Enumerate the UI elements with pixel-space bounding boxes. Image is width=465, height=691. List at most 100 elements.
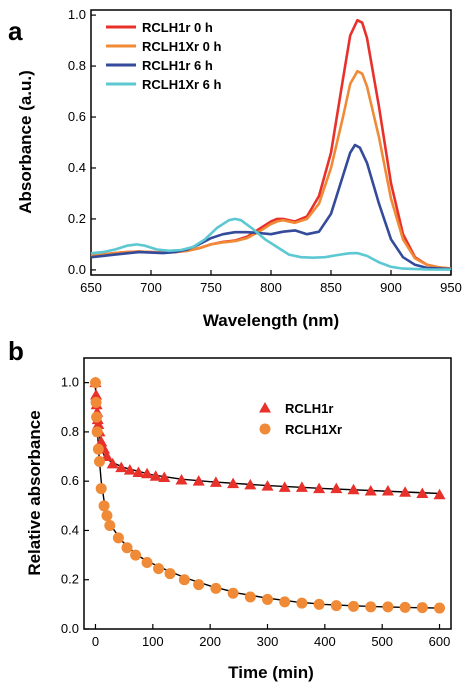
x-tick-label: 900: [380, 280, 402, 295]
rclh1r-point: [106, 457, 119, 469]
rclh1xr-point: [434, 602, 446, 614]
panel-a-y-ticks: 0.0 0.2 0.4 0.6 0.8 1.0: [68, 7, 96, 277]
y-tick-label: 0.0: [61, 621, 79, 636]
y-tick-label: 0.4: [61, 522, 79, 537]
y-tick-label: 1.0: [68, 7, 86, 22]
y-tick-label: 0.4: [68, 160, 86, 175]
rclh1xr-point: [348, 600, 360, 612]
x-tick-label: 400: [314, 634, 336, 649]
rclh1xr-point: [90, 396, 102, 408]
legend-marker-rclh1r: [259, 402, 271, 413]
panel-a-x-axis-label: Wavelength (nm): [203, 311, 339, 330]
rclh1r-point: [149, 470, 162, 481]
legend-label-3: RCLH1r 6 h: [142, 58, 213, 73]
rclh1xr-point: [365, 601, 377, 613]
rclh1xr-point: [313, 598, 325, 610]
panel-b-chart: b 0 100 200 300 400 500 600 0.0 0.2 0.4 0.6 0.8 1.0…: [8, 336, 452, 682]
rclh1xr-point: [164, 568, 176, 580]
legend-label-1: RCLH1r 0 h: [142, 20, 213, 35]
x-tick-label: 200: [199, 634, 221, 649]
rclh1r-point: [92, 418, 105, 430]
rclh1r-point: [175, 473, 188, 485]
x-tick-label: 600: [429, 634, 451, 649]
panel-a-series-group: [90, 18, 452, 271]
rclh1xr-point: [193, 579, 205, 591]
rclh1r-point: [313, 482, 326, 494]
rclh1r-point: [227, 477, 240, 489]
rclh1xr-point: [399, 601, 411, 613]
panel-b-series-group: [89, 376, 446, 614]
rclh1r-point: [141, 467, 154, 479]
rclh1xr-point: [262, 593, 273, 605]
x-tick-label: 100: [142, 634, 164, 649]
y-tick-label: 0.8: [68, 58, 86, 73]
rclh1r-point: [416, 487, 429, 498]
rclh1r-point: [364, 485, 377, 496]
rclh1r-point: [347, 483, 360, 495]
rclh1r-point: [123, 464, 136, 475]
panel-b-legend: RCLH1r RCLH1Xr: [259, 401, 342, 437]
rclh1xr-point: [210, 582, 222, 594]
rclh1xr-point: [121, 542, 133, 554]
legend-label-rclh1r: RCLH1r: [285, 401, 333, 416]
panel-b-y-ticks: 0.0 0.2 0.4 0.6 0.8 1.0: [61, 375, 89, 636]
x-tick-label: 950: [440, 280, 462, 295]
rclh1xr-point: [141, 556, 153, 568]
x-tick-label: 700: [140, 280, 162, 295]
rclh1r-point: [295, 481, 308, 492]
x-tick-label: 800: [260, 280, 282, 295]
rclh1xr-point: [104, 520, 116, 532]
x-tick-label: 300: [257, 634, 279, 649]
rclh1xr-point: [98, 500, 110, 512]
panel-a-legend: RCLH1r 0 h RCLH1Xr 0 h RCLH1r 6 h RCLH1Xr 6…: [106, 20, 222, 92]
legend-marker-rclh1xr: [259, 423, 271, 435]
rclh1r-point: [115, 461, 128, 473]
y-tick-label: 0.2: [61, 572, 79, 587]
panel-a-label: a: [8, 16, 23, 46]
rclh1xr-point: [91, 411, 103, 423]
x-tick-label: 650: [80, 280, 102, 295]
panel-b-x-axis-label: Time (min): [228, 663, 314, 682]
y-tick-label: 1.0: [61, 375, 79, 390]
rclh1xr-point: [92, 443, 104, 455]
rclh1xr-point: [93, 455, 105, 467]
rclh1xr-point: [153, 563, 165, 575]
y-tick-label: 0.0: [68, 262, 86, 277]
y-tick-label: 0.8: [61, 424, 79, 439]
rclh1xr-point: [279, 596, 291, 608]
rclh1xr-point: [178, 574, 190, 586]
x-tick-label: 850: [320, 280, 342, 295]
panel-b-plot-frame: [83, 357, 452, 630]
rclh1xr-point: [91, 426, 103, 438]
panel-b-x-ticks: 0 100 200 300 400 500 600: [92, 624, 451, 649]
series-line-3: [90, 143, 452, 271]
rclh1r-point: [132, 466, 145, 478]
rclh1xr-point: [416, 602, 428, 614]
rclh1r-point: [209, 476, 222, 487]
legend-label-rclh1xr: RCLH1Xr: [285, 422, 342, 437]
x-tick-label: 500: [371, 634, 393, 649]
rclh1xr-point: [112, 532, 124, 544]
y-tick-label: 0.6: [68, 109, 86, 124]
rclh1xr-point: [244, 591, 256, 603]
y-tick-label: 0.6: [61, 473, 79, 488]
series-line-2: [90, 69, 452, 270]
fit-line-2: [94, 387, 440, 609]
rclh1xr-point: [101, 510, 113, 522]
rclh1r-point: [278, 481, 291, 492]
panel-b-y-axis-label: Relative absorbance: [25, 410, 44, 575]
rclh1r-point: [244, 478, 257, 490]
series-line-4: [90, 217, 452, 271]
rclh1r-point: [399, 486, 412, 497]
rclh1r-point: [330, 482, 343, 494]
rclh1xr-point: [130, 549, 142, 561]
rclh1xr-point: [227, 587, 239, 599]
panel-a-y-axis-label: Absorbance (a.u.): [16, 70, 35, 214]
y-tick-label: 0.2: [68, 211, 86, 226]
rclh1r-point: [261, 480, 274, 491]
legend-label-4: RCLH1Xr 6 h: [142, 77, 222, 92]
rclh1xr-point: [382, 601, 394, 613]
rclh1xr-point: [296, 597, 308, 609]
panel-a-chart: a 650 700 750 800 850 900 950 0.0 0.2 0.4 0.6 0.8 1…: [8, 7, 462, 330]
